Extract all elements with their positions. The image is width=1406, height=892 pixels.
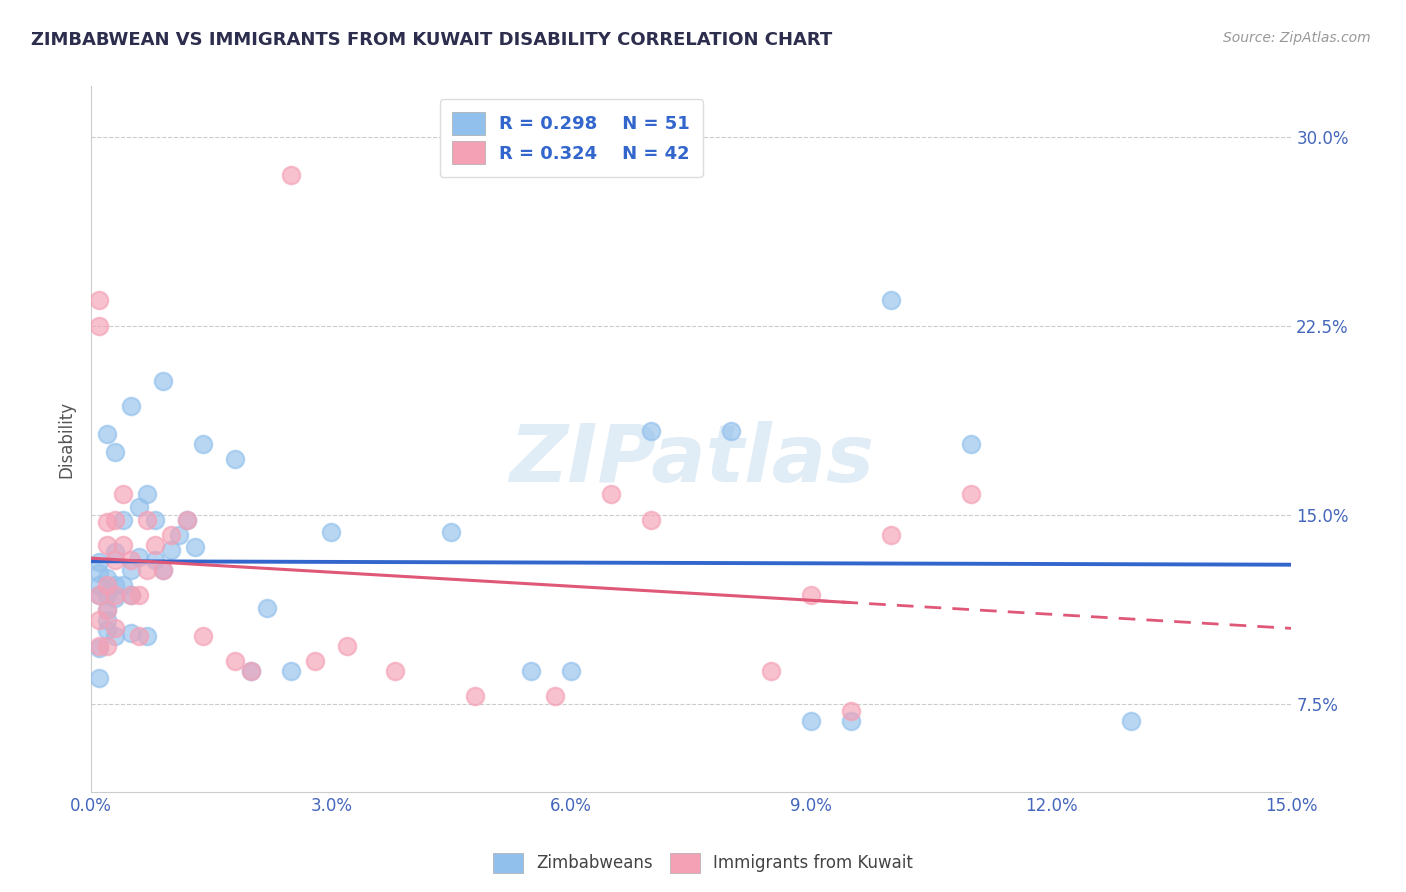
- Point: [160, 542, 183, 557]
- Point: [96, 588, 118, 602]
- Point: [193, 437, 215, 451]
- Point: [143, 538, 166, 552]
- Point: [89, 614, 111, 628]
- Point: [120, 588, 142, 602]
- Point: [89, 588, 111, 602]
- Point: [960, 437, 983, 451]
- Point: [104, 578, 127, 592]
- Point: [104, 591, 127, 605]
- Point: [960, 487, 983, 501]
- Point: [96, 624, 118, 638]
- Point: [640, 513, 662, 527]
- Point: [184, 541, 207, 555]
- Point: [128, 628, 150, 642]
- Point: [120, 553, 142, 567]
- Point: [96, 603, 118, 617]
- Point: [89, 566, 111, 580]
- Point: [136, 563, 159, 577]
- Point: [89, 578, 111, 592]
- Point: [96, 639, 118, 653]
- Point: [96, 427, 118, 442]
- Point: [104, 628, 127, 642]
- Point: [544, 689, 567, 703]
- Point: [800, 714, 823, 728]
- Point: [384, 664, 406, 678]
- Point: [839, 704, 862, 718]
- Point: [136, 487, 159, 501]
- Point: [440, 525, 463, 540]
- Point: [128, 588, 150, 602]
- Legend: R = 0.298    N = 51, R = 0.324    N = 42: R = 0.298 N = 51, R = 0.324 N = 42: [440, 99, 703, 177]
- Point: [240, 664, 263, 678]
- Point: [304, 654, 326, 668]
- Point: [336, 639, 359, 653]
- Point: [280, 664, 302, 678]
- Point: [136, 628, 159, 642]
- Point: [839, 714, 862, 728]
- Point: [104, 588, 127, 602]
- Point: [104, 545, 127, 559]
- Legend: Zimbabweans, Immigrants from Kuwait: Zimbabweans, Immigrants from Kuwait: [486, 847, 920, 880]
- Point: [880, 528, 903, 542]
- Point: [96, 538, 118, 552]
- Point: [761, 664, 783, 678]
- Point: [464, 689, 486, 703]
- Point: [152, 563, 174, 577]
- Point: [143, 513, 166, 527]
- Point: [96, 578, 118, 592]
- Point: [120, 399, 142, 413]
- Point: [120, 563, 142, 577]
- Point: [96, 614, 118, 628]
- Point: [321, 525, 343, 540]
- Point: [240, 664, 263, 678]
- Point: [104, 553, 127, 567]
- Point: [880, 293, 903, 308]
- Point: [193, 628, 215, 642]
- Point: [89, 671, 111, 685]
- Point: [152, 374, 174, 388]
- Point: [96, 571, 118, 585]
- Point: [89, 556, 111, 570]
- Point: [112, 487, 135, 501]
- Y-axis label: Disability: Disability: [58, 401, 75, 477]
- Point: [89, 293, 111, 308]
- Point: [89, 639, 111, 653]
- Point: [128, 550, 150, 565]
- Point: [136, 513, 159, 527]
- Point: [520, 664, 543, 678]
- Point: [280, 168, 302, 182]
- Point: [160, 528, 183, 542]
- Point: [104, 621, 127, 635]
- Point: [89, 318, 111, 333]
- Point: [600, 487, 623, 501]
- Text: ZIMBABWEAN VS IMMIGRANTS FROM KUWAIT DISABILITY CORRELATION CHART: ZIMBABWEAN VS IMMIGRANTS FROM KUWAIT DIS…: [31, 31, 832, 49]
- Text: Source: ZipAtlas.com: Source: ZipAtlas.com: [1223, 31, 1371, 45]
- Point: [152, 563, 174, 577]
- Point: [104, 513, 127, 527]
- Point: [120, 588, 142, 602]
- Point: [224, 654, 246, 668]
- Point: [256, 600, 278, 615]
- Point: [128, 500, 150, 514]
- Point: [720, 425, 742, 439]
- Point: [112, 513, 135, 527]
- Point: [89, 588, 111, 602]
- Point: [112, 538, 135, 552]
- Point: [112, 578, 135, 592]
- Point: [167, 528, 190, 542]
- Point: [1121, 714, 1143, 728]
- Point: [96, 515, 118, 529]
- Point: [640, 425, 662, 439]
- Point: [120, 626, 142, 640]
- Text: ZIPatlas: ZIPatlas: [509, 421, 873, 500]
- Point: [96, 603, 118, 617]
- Point: [224, 452, 246, 467]
- Point: [104, 444, 127, 458]
- Point: [176, 513, 198, 527]
- Point: [143, 553, 166, 567]
- Point: [800, 588, 823, 602]
- Point: [89, 641, 111, 656]
- Point: [176, 513, 198, 527]
- Point: [560, 664, 582, 678]
